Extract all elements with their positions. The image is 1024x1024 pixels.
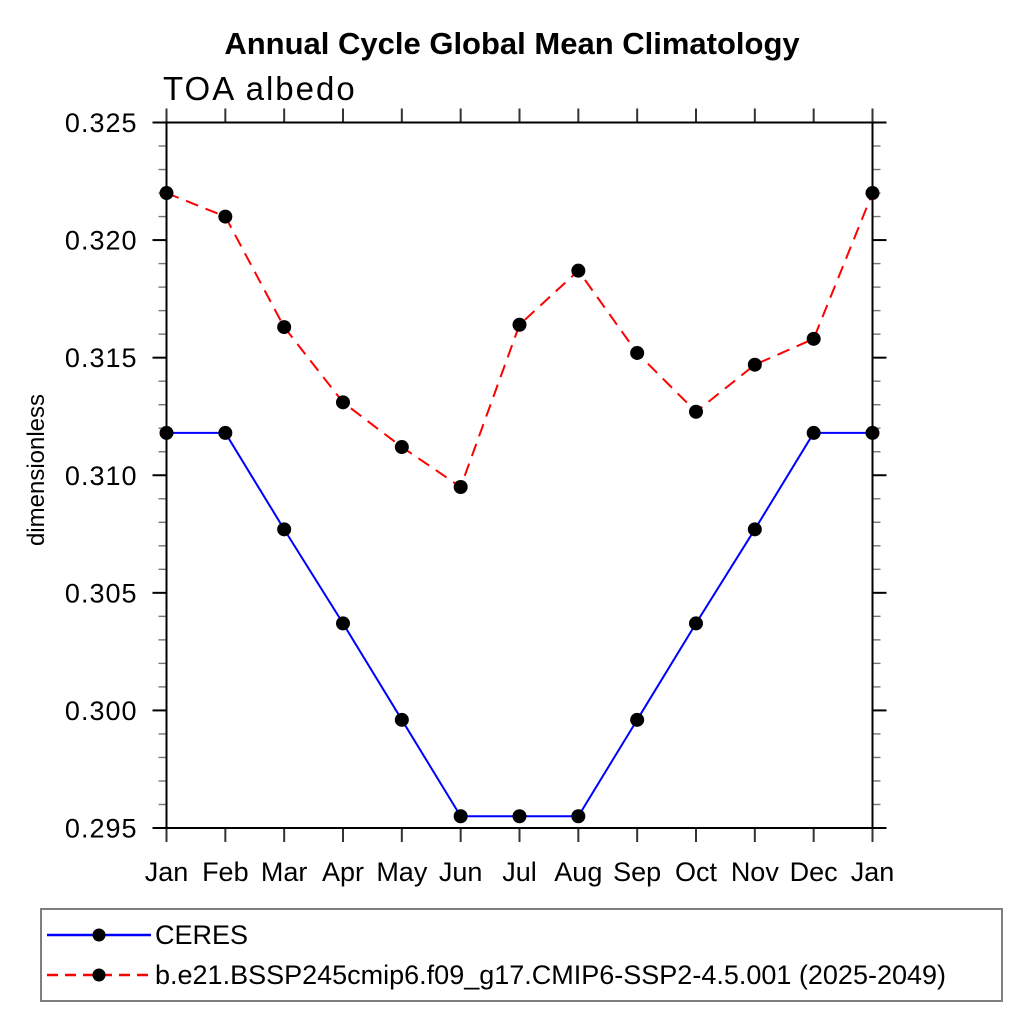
svg-text:Jan: Jan [145, 857, 189, 887]
svg-text:Nov: Nov [731, 857, 780, 887]
legend-item-model: b.e21.BSSP245cmip6.f09_g17.CMIP6-SSP2-4.… [45, 960, 1001, 990]
svg-text:Feb: Feb [202, 857, 249, 887]
svg-text:Jun: Jun [439, 857, 483, 887]
legend-item-ceres: CERES [45, 920, 1001, 950]
svg-text:0.315: 0.315 [65, 343, 138, 373]
legend-line-sample-solid [47, 928, 151, 942]
svg-text:Aug: Aug [554, 857, 602, 887]
chart-subtitle: TOA albedo [163, 70, 357, 107]
svg-text:Jan: Jan [851, 857, 895, 887]
svg-text:0.300: 0.300 [65, 696, 138, 726]
svg-text:Mar: Mar [261, 857, 308, 887]
svg-text:0.320: 0.320 [65, 226, 138, 256]
svg-text:0.305: 0.305 [65, 578, 138, 608]
svg-text:Apr: Apr [322, 857, 364, 887]
svg-text:Dec: Dec [790, 857, 838, 887]
svg-text:Jul: Jul [502, 857, 537, 887]
legend-line-sample-dashed [47, 968, 151, 982]
chart-title: Annual Cycle Global Mean Climatology [224, 26, 800, 61]
legend: CERES b.e21.BSSP245cmip6.f09_g17.CMIP6-S… [40, 908, 1003, 1002]
svg-text:0.310: 0.310 [65, 461, 138, 491]
svg-text:Sep: Sep [613, 857, 661, 887]
svg-text:Oct: Oct [675, 857, 718, 887]
legend-label-ceres: CERES [155, 919, 249, 950]
svg-text:0.295: 0.295 [65, 814, 138, 844]
legend-label-model: b.e21.BSSP245cmip6.f09_g17.CMIP6-SSP2-4.… [155, 959, 947, 990]
svg-text:0.325: 0.325 [65, 108, 138, 138]
svg-text:May: May [376, 857, 428, 887]
